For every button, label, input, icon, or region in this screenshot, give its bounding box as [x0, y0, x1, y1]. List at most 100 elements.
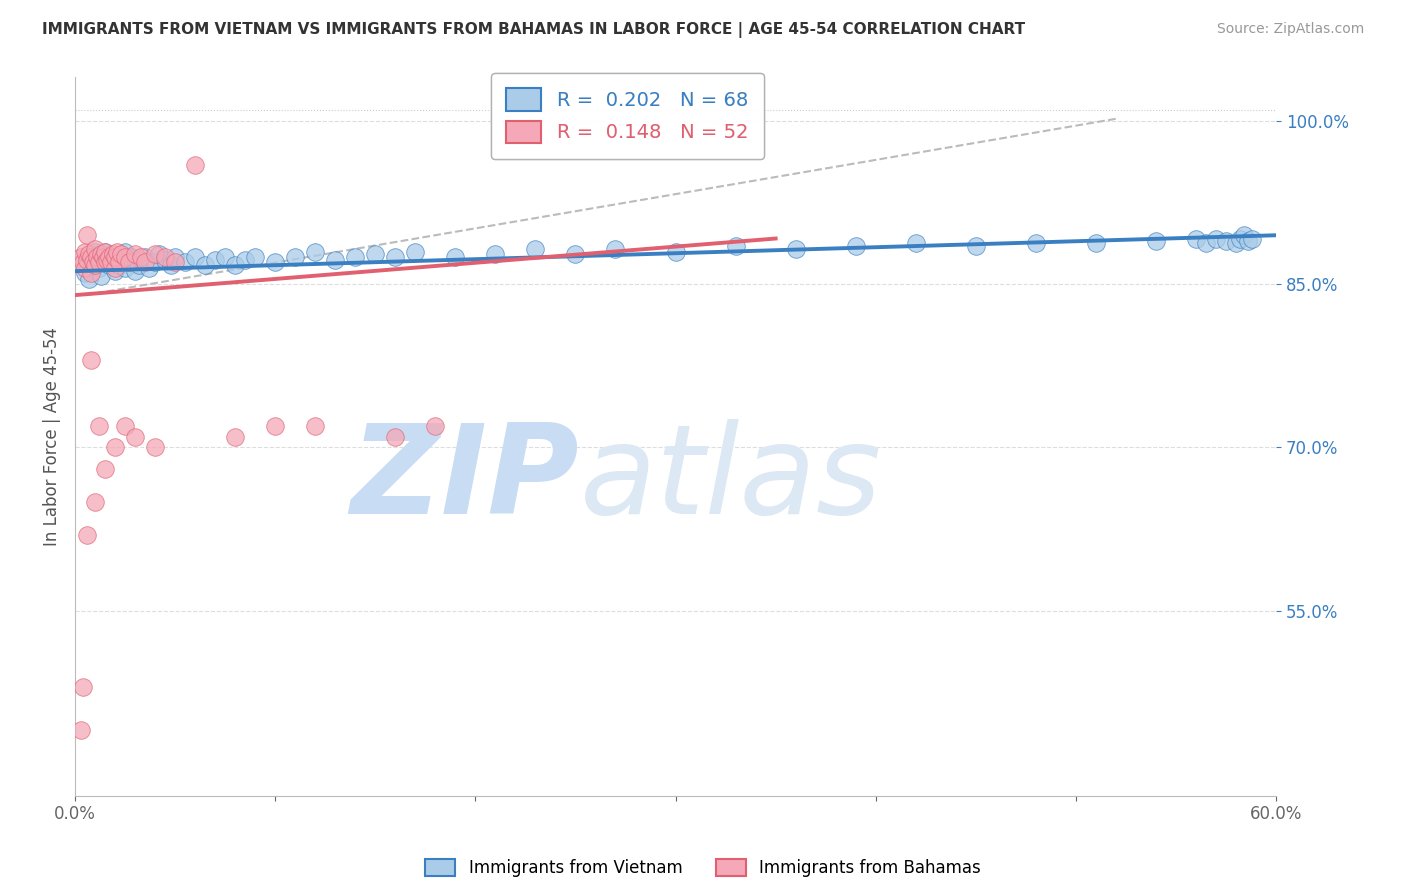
Text: Source: ZipAtlas.com: Source: ZipAtlas.com: [1216, 22, 1364, 37]
Point: [84, 495, 107, 509]
Point: [100, 255, 122, 269]
Legend: Immigrants from Vietnam, Immigrants from Bahamas: Immigrants from Vietnam, Immigrants from…: [419, 852, 987, 884]
Point: [76, 228, 98, 243]
Point: [845, 239, 868, 253]
Point: [104, 441, 127, 455]
Text: ZIP: ZIP: [350, 419, 579, 541]
Point: [84, 243, 107, 257]
Point: [404, 244, 426, 259]
Point: [904, 235, 927, 250]
Point: [264, 255, 287, 269]
Point: [104, 255, 127, 269]
Point: [243, 250, 266, 264]
Point: [80, 250, 103, 264]
Point: [91, 250, 114, 264]
Point: [224, 429, 246, 443]
Point: [114, 260, 136, 275]
Point: [73, 260, 96, 275]
Point: [1185, 231, 1208, 245]
Point: [184, 250, 207, 264]
Point: [384, 250, 406, 264]
Point: [114, 244, 136, 259]
Point: [184, 157, 207, 171]
Point: [224, 258, 246, 272]
Point: [90, 268, 112, 283]
Point: [148, 246, 170, 260]
Point: [76, 253, 98, 268]
Point: [72, 680, 94, 694]
Point: [90, 246, 112, 260]
Point: [114, 418, 136, 433]
Point: [86, 250, 108, 264]
Point: [1084, 235, 1107, 250]
Point: [364, 246, 387, 260]
Point: [101, 246, 124, 260]
Point: [128, 258, 150, 272]
Point: [304, 244, 326, 259]
Point: [1205, 231, 1227, 245]
Point: [82, 255, 104, 269]
Point: [96, 253, 118, 268]
Point: [94, 253, 117, 268]
Y-axis label: In Labor Force | Age 45-54: In Labor Force | Age 45-54: [44, 327, 60, 546]
Point: [965, 239, 987, 253]
Point: [165, 250, 187, 264]
Point: [84, 250, 107, 264]
Point: [108, 258, 131, 272]
Point: [118, 255, 141, 269]
Point: [134, 250, 156, 264]
Point: [104, 250, 127, 264]
Point: [1241, 231, 1264, 245]
Point: [724, 239, 747, 253]
Point: [1215, 234, 1237, 248]
Point: [110, 253, 132, 268]
Point: [70, 250, 93, 264]
Point: [70, 723, 93, 738]
Point: [444, 250, 467, 264]
Point: [87, 260, 110, 275]
Point: [76, 527, 98, 541]
Point: [84, 258, 107, 272]
Point: [524, 243, 547, 257]
Point: [94, 255, 117, 269]
Point: [143, 255, 166, 269]
Point: [129, 250, 152, 264]
Point: [105, 244, 128, 259]
Point: [204, 253, 226, 268]
Point: [484, 246, 506, 260]
Point: [284, 250, 307, 264]
Point: [143, 246, 166, 260]
Point: [124, 264, 146, 278]
Point: [564, 246, 586, 260]
Point: [1229, 231, 1251, 245]
Point: [344, 250, 367, 264]
Point: [664, 244, 686, 259]
Point: [143, 441, 166, 455]
Point: [94, 462, 117, 476]
Point: [129, 253, 152, 268]
Point: [84, 244, 107, 259]
Point: [153, 250, 176, 264]
Point: [80, 266, 103, 280]
Text: IMMIGRANTS FROM VIETNAM VS IMMIGRANTS FROM BAHAMAS IN LABOR FORCE | AGE 45-54 CO: IMMIGRANTS FROM VIETNAM VS IMMIGRANTS FR…: [42, 22, 1025, 38]
Point: [124, 429, 146, 443]
Point: [138, 260, 160, 275]
Point: [100, 250, 122, 264]
Point: [73, 266, 96, 280]
Point: [120, 250, 142, 264]
Point: [87, 255, 110, 269]
Point: [165, 255, 187, 269]
Point: [605, 243, 627, 257]
Point: [304, 418, 326, 433]
Point: [160, 258, 183, 272]
Point: [108, 255, 131, 269]
Point: [110, 246, 132, 260]
Point: [1025, 235, 1047, 250]
Point: [785, 243, 807, 257]
Point: [134, 255, 156, 269]
Point: [94, 244, 117, 259]
Point: [384, 429, 406, 443]
Point: [118, 255, 141, 269]
Point: [114, 250, 136, 264]
Point: [264, 418, 287, 433]
